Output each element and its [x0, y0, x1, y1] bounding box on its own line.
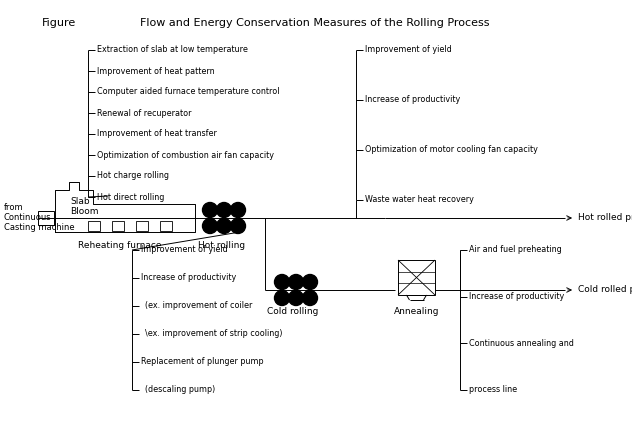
Text: Optimization of combustion air fan capacity: Optimization of combustion air fan capac… — [97, 150, 274, 159]
Text: Flow and Energy Conservation Measures of the Rolling Process: Flow and Energy Conservation Measures of… — [140, 18, 490, 28]
Text: Improvement of yield: Improvement of yield — [365, 45, 452, 54]
Text: Annealing: Annealing — [394, 307, 439, 316]
Bar — [38, 211, 54, 225]
Circle shape — [303, 291, 317, 306]
Text: Improvement of heat pattern: Improvement of heat pattern — [97, 66, 215, 76]
Text: Figure: Figure — [42, 18, 76, 28]
Text: Extraction of slab at low temperature: Extraction of slab at low temperature — [97, 45, 248, 54]
Circle shape — [288, 291, 303, 306]
Text: Optimization of motor cooling fan capacity: Optimization of motor cooling fan capaci… — [365, 146, 538, 154]
Bar — [160, 221, 172, 231]
Text: Renewal of recuperator: Renewal of recuperator — [97, 109, 191, 117]
Text: Slab: Slab — [70, 198, 90, 206]
Circle shape — [217, 218, 231, 234]
Text: Improvement of heat transfer: Improvement of heat transfer — [97, 129, 217, 138]
Text: Air and fuel preheating: Air and fuel preheating — [469, 246, 562, 255]
Text: Bloom: Bloom — [70, 206, 99, 215]
Text: (descaling pump): (descaling pump) — [145, 385, 216, 395]
Circle shape — [288, 275, 303, 290]
Text: Hot direct rolling: Hot direct rolling — [97, 193, 164, 202]
Text: Computer aided furnace temperature control: Computer aided furnace temperature contr… — [97, 88, 279, 97]
Circle shape — [231, 202, 245, 218]
Bar — [112, 221, 124, 231]
Text: Replacement of plunger pump: Replacement of plunger pump — [141, 357, 264, 367]
Bar — [88, 221, 100, 231]
Bar — [136, 221, 148, 231]
Text: Hot rolled products: Hot rolled products — [578, 214, 632, 222]
Circle shape — [274, 291, 289, 306]
Text: Continuous annealing and: Continuous annealing and — [469, 339, 574, 348]
Circle shape — [274, 275, 289, 290]
Text: Cold rolling: Cold rolling — [267, 307, 319, 316]
Text: Casting machine: Casting machine — [4, 222, 75, 231]
Circle shape — [231, 218, 245, 234]
Text: Hot charge rolling: Hot charge rolling — [97, 171, 169, 181]
Circle shape — [202, 218, 217, 234]
Text: \ex. improvement of strip cooling): \ex. improvement of strip cooling) — [145, 329, 283, 339]
Text: Hot rolling: Hot rolling — [198, 242, 246, 251]
Text: from: from — [4, 203, 23, 213]
Text: Cold rolled products: Cold rolled products — [578, 286, 632, 295]
Text: Improvement of yield: Improvement of yield — [141, 246, 228, 255]
Text: process line: process line — [469, 385, 517, 395]
Circle shape — [217, 202, 231, 218]
Text: Reheating furnace: Reheating furnace — [78, 242, 162, 251]
Circle shape — [202, 202, 217, 218]
Text: Increase of productivity: Increase of productivity — [469, 292, 564, 301]
Circle shape — [303, 275, 317, 290]
Text: Increase of productivity: Increase of productivity — [141, 274, 236, 283]
Text: Continuous: Continuous — [4, 214, 52, 222]
Text: Waste water heat recovery: Waste water heat recovery — [365, 195, 474, 205]
Bar — [398, 260, 435, 295]
Text: Increase of productivity: Increase of productivity — [365, 96, 460, 105]
Text: (ex. improvement of coiler: (ex. improvement of coiler — [145, 302, 252, 311]
